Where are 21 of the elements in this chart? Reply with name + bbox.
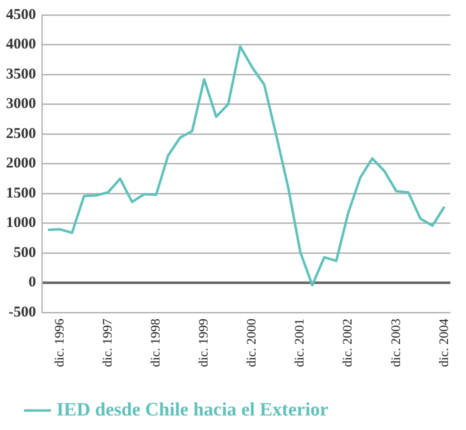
y-tick-label: 4500 xyxy=(6,6,36,23)
x-tick-label: dic. 1996 xyxy=(51,318,66,368)
x-tick-label: dic. 2004 xyxy=(436,318,451,368)
y-tick-label: 0 xyxy=(28,274,36,291)
x-tick-label: dic. 2002 xyxy=(340,318,355,368)
y-tick-label: 3500 xyxy=(6,66,36,82)
x-tick-label: dic. 2001 xyxy=(292,318,307,368)
x-tick-label: dic. 1999 xyxy=(196,318,211,368)
y-tick-label: 4000 xyxy=(6,36,36,53)
x-tick-label: dic. 1997 xyxy=(99,318,114,368)
legend-label: IED desde Chile hacia el Exterior xyxy=(56,399,329,420)
y-tick-label: -500 xyxy=(8,304,36,320)
y-tick-label: 500 xyxy=(14,244,36,261)
x-tick-label: dic. 1998 xyxy=(148,318,163,368)
x-tick-label: dic. 2000 xyxy=(244,318,259,368)
y-tick-label: 3000 xyxy=(6,96,36,112)
y-tick-label: 1500 xyxy=(6,185,36,202)
y-tick-label: 2500 xyxy=(6,126,36,142)
y-tick-label: 2000 xyxy=(6,156,36,172)
y-tick-label: 1000 xyxy=(6,215,36,232)
x-tick-label: dic. 2003 xyxy=(388,318,403,368)
